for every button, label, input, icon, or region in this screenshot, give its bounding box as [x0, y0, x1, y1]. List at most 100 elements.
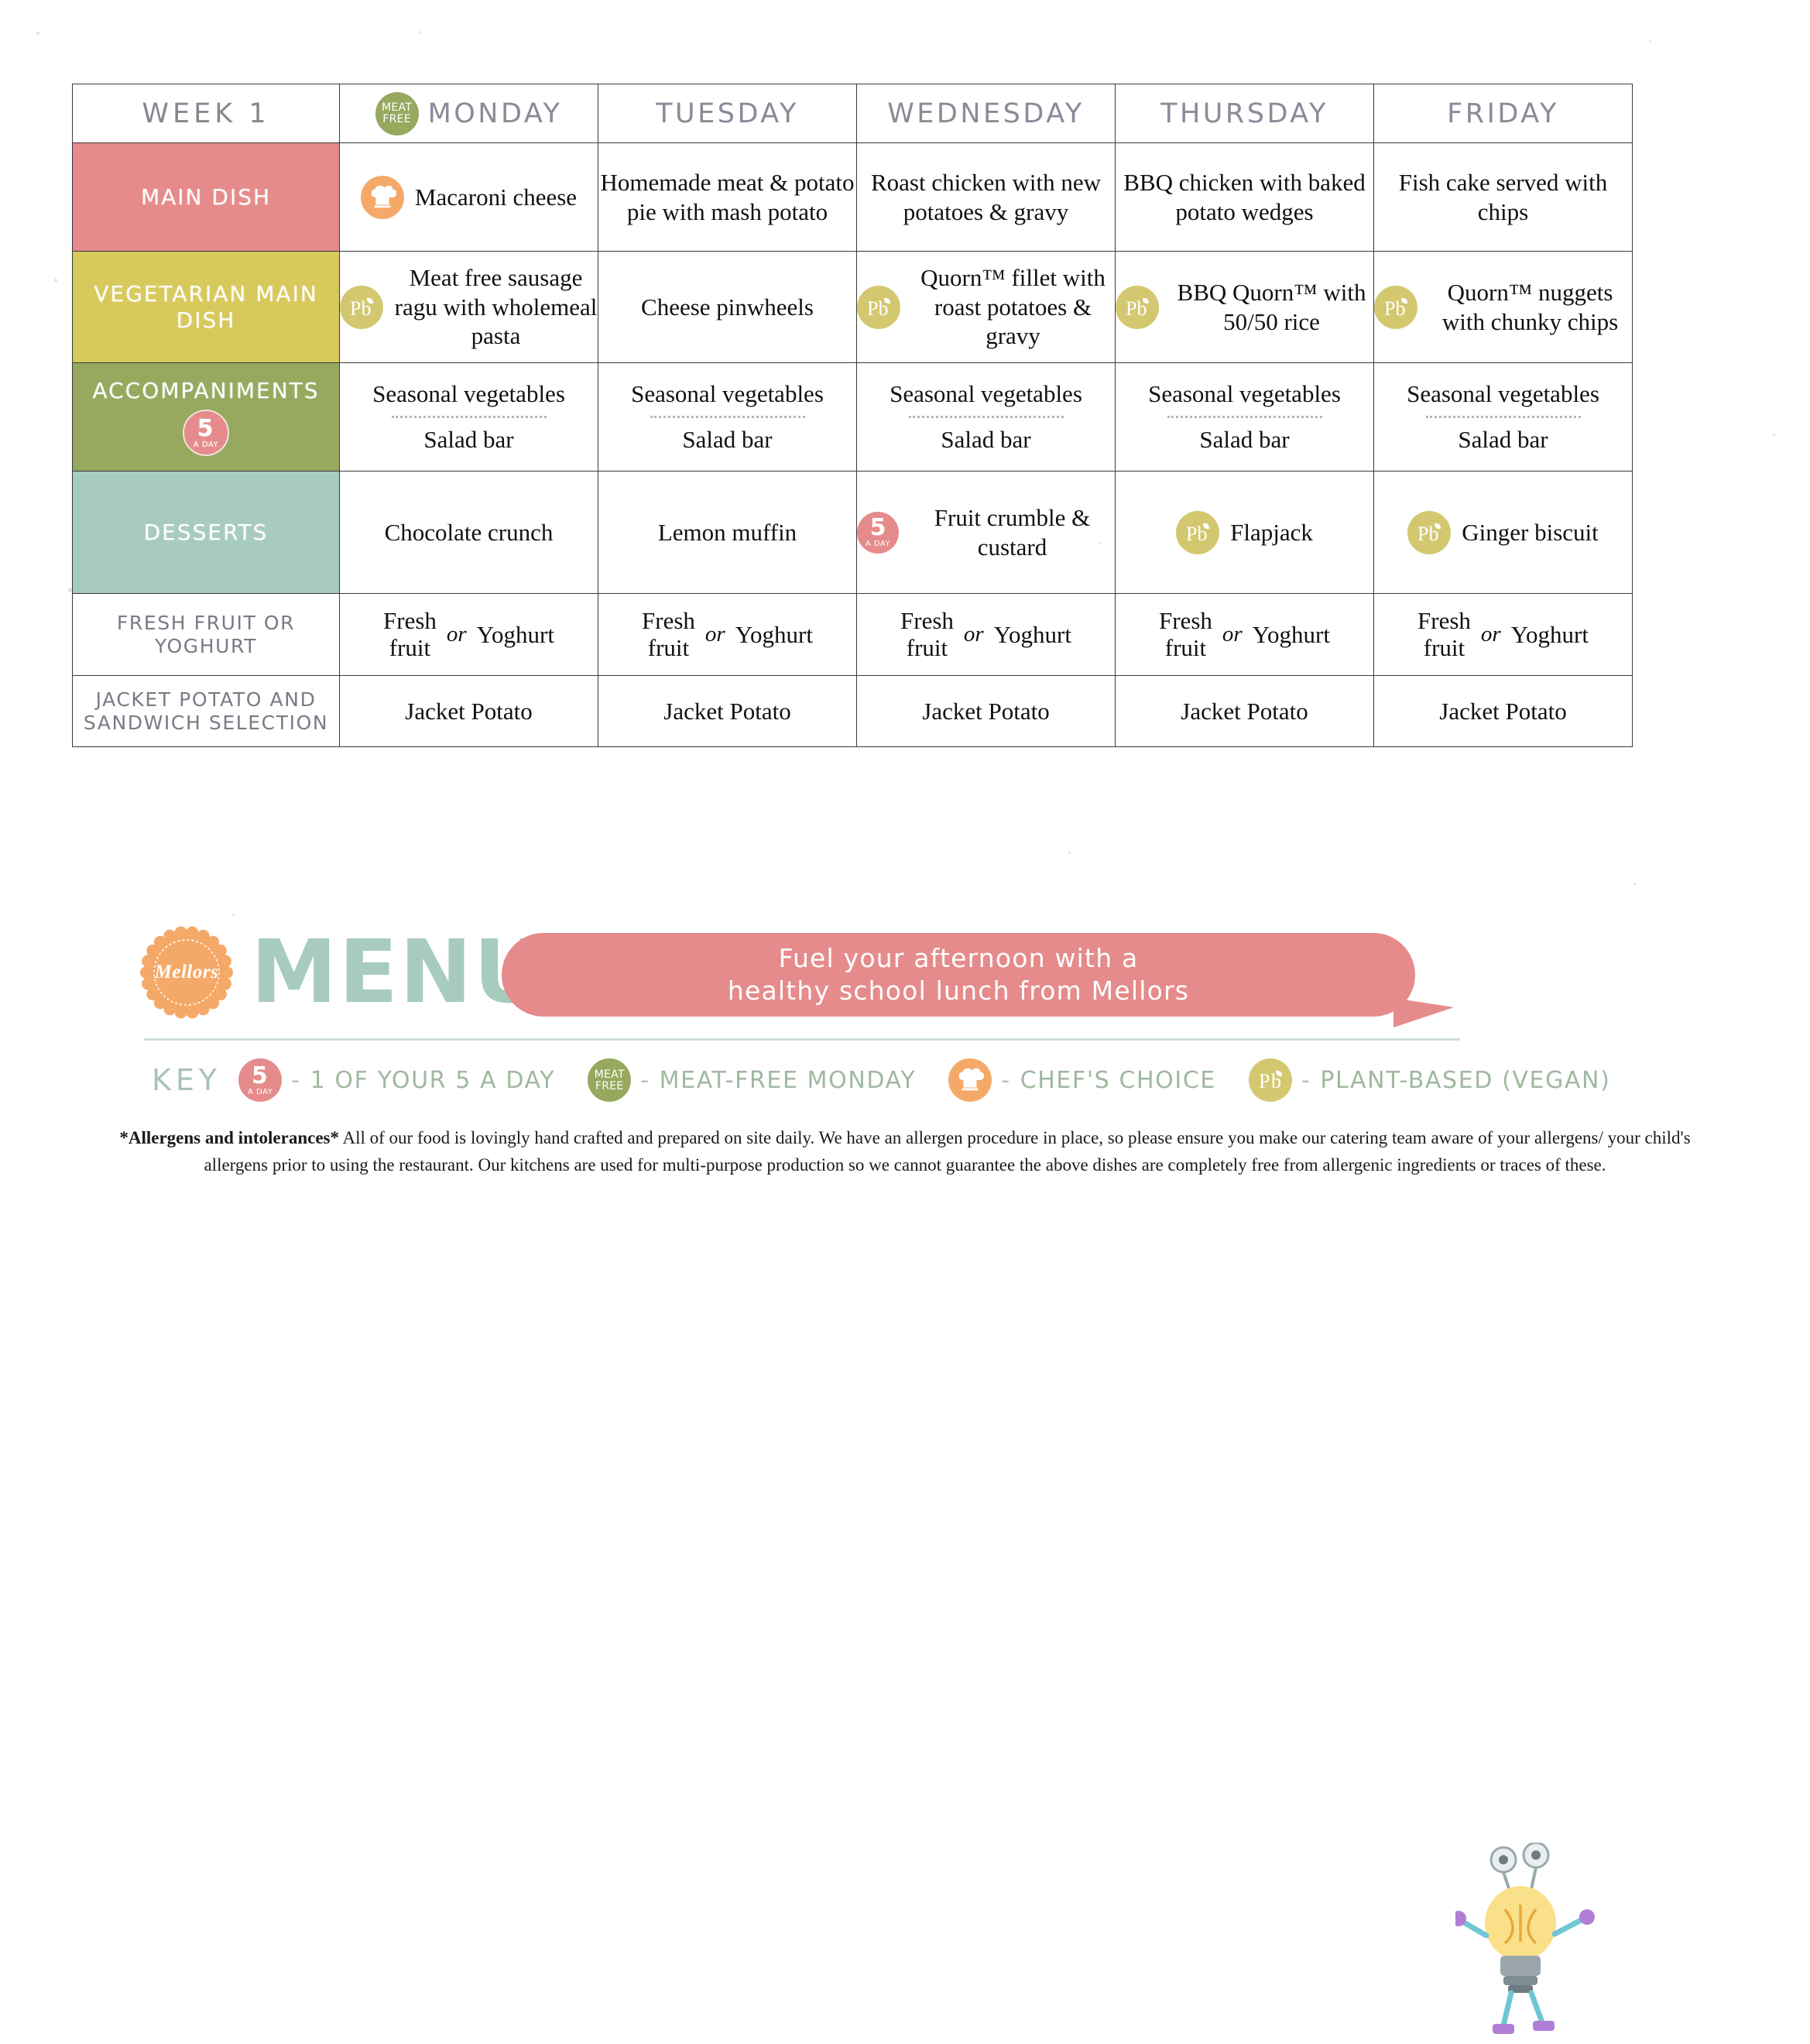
menu-cell: Seasonal vegetables Salad bar [1373, 362, 1633, 472]
scan-speckle [54, 279, 57, 282]
tagline-line-1: Fuel your afternoon with a [778, 942, 1139, 973]
menu-cell: Seasonal vegetables Salad bar [598, 362, 857, 472]
cell-content: Cheese pinwheels [598, 293, 856, 322]
table-row: DESSERTS Chocolate crunch Lemon muffin 5 A D… [72, 471, 1633, 594]
key-item: - CHEF'S CHOICE [948, 1058, 1216, 1102]
dish-text: Lemon muffin [657, 518, 797, 546]
row-label-vegetarian-main-dish: VEGETARIAN MAIN DISH [72, 251, 340, 363]
dotted-divider [391, 416, 547, 418]
meat-free-line-2: FREE [382, 113, 411, 125]
menu-cell: Jacket Potato [598, 675, 857, 747]
robot-mascot-icon [1455, 1843, 1595, 2034]
row-label-text: ACCOMPANIMENTS [92, 377, 320, 403]
row-label-text: MAIN DISH [140, 183, 272, 210]
scan-speckle [36, 32, 39, 35]
dish-text: Quorn™ fillet with roast potatoes & grav… [920, 263, 1106, 350]
menu-cell: Pb Meat free sausage ragu with wholemeal … [339, 251, 598, 363]
cell-content: Jacket Potato [1374, 697, 1632, 726]
menu-cell: Pb Quorn™ nuggets with chunky chips [1373, 251, 1633, 363]
row-label-desserts: DESSERTS [72, 471, 340, 594]
dotted-divider [908, 416, 1064, 418]
table-row: VEGETARIAN MAIN DISH Pb Meat free sausage … [72, 251, 1633, 363]
scalloped-seal-icon [140, 926, 233, 1019]
key-item-label: 1 OF YOUR 5 A DAY [310, 1066, 556, 1094]
cell-content: Jacket Potato [340, 697, 598, 726]
cell-content: Pb Quorn™ fillet with roast potatoes & gr… [857, 263, 1115, 351]
accompaniment-primary: Seasonal vegetables [1407, 380, 1599, 408]
mellors-logo-text: Mellors [154, 962, 219, 983]
key-item: MEAT FREE - MEAT-FREE MONDAY [588, 1058, 916, 1102]
accompaniment-stack: Seasonal vegetables Salad bar [857, 379, 1115, 454]
week-label: WEEK 1 [72, 84, 340, 143]
dotted-divider [1167, 416, 1322, 418]
row-label-jacket-potato-and-sandwich-selection: JACKET POTATO AND SANDWICH SELECTION [72, 675, 340, 747]
yoghurt-text: Yoghurt [735, 620, 813, 648]
menu-cell: BBQ chicken with baked potato wedges [1115, 142, 1374, 252]
scan-speckle [1649, 40, 1651, 43]
fruit-or-yoghurt: Fresh fruit or Yoghurt [340, 607, 598, 661]
plant-based-icon: Pb [1248, 1058, 1292, 1102]
accompaniment-secondary: Salad bar [941, 426, 1031, 453]
key-dash: - [291, 1066, 301, 1094]
dish-text: Macaroni cheese [414, 183, 578, 211]
fruit-or-yoghurt: Fresh fruit or Yoghurt [857, 607, 1115, 661]
dotted-divider [1425, 416, 1581, 418]
five-a-day-sublabel: A DAY [248, 1087, 273, 1096]
dish-text: Chocolate crunch [384, 518, 554, 546]
cell-content: Pb Meat free sausage ragu with wholemeal … [340, 263, 598, 351]
meat-free-line-1: MEAT [381, 101, 413, 114]
accompaniment-stack: Seasonal vegetables Salad bar [598, 379, 856, 454]
row-label-text: JACKET POTATO AND SANDWICH SELECTION [83, 688, 329, 734]
fruit-or-yoghurt: Fresh fruit or Yoghurt [1116, 607, 1373, 661]
cell-content: Homemade meat & potato pie with mash pot… [598, 168, 856, 227]
dish-text: Jacket Potato [922, 697, 1050, 725]
cell-content: BBQ chicken with baked potato wedges [1116, 168, 1373, 227]
mellors-logo: Mellors [139, 925, 234, 1020]
menu-cell: Fresh fruit or Yoghurt [598, 593, 857, 676]
accompaniment-secondary: Salad bar [423, 426, 514, 453]
tagline-text: Fuel your afternoon with a healthy schoo… [728, 942, 1189, 1007]
dish-text: Homemade meat & potato pie with mash pot… [600, 168, 855, 225]
day-header-inner: MEAT FREE MONDAY [340, 91, 598, 135]
key-dash: - [640, 1066, 650, 1094]
fruit-or-yoghurt: Fresh fruit or Yoghurt [598, 607, 856, 661]
accompaniment-primary: Seasonal vegetables [1148, 380, 1341, 408]
plant-based-icon: Pb [1176, 510, 1220, 554]
meat-free-line-1: MEAT [594, 1068, 625, 1081]
row-label-text: VEGETARIAN MAIN DISH [94, 281, 318, 333]
menu-cell: Jacket Potato [1373, 675, 1633, 747]
dish-text: Flapjack [1230, 518, 1313, 546]
scan-speckle [232, 914, 235, 916]
dish-text: Roast chicken with new potatoes & gravy [870, 168, 1101, 225]
accompaniment-stack: Seasonal vegetables Salad bar [1116, 379, 1373, 454]
dish-text: Jacket Potato [663, 697, 791, 725]
menu-cell: Seasonal vegetables Salad bar [339, 362, 598, 472]
day-header-tuesday: TUESDAY [598, 84, 857, 143]
allergen-disclaimer: *Allergens and intolerances* All of our … [0, 1125, 1810, 1178]
cell-content: Macaroni cheese [340, 175, 598, 219]
table-header-row: WEEK 1 MEAT FREE MONDAY TUESDAY WEDNESDAY THUR… [72, 84, 1633, 143]
menu-cell: Seasonal vegetables Salad bar [856, 362, 1116, 472]
menu-cell: Pb Ginger biscuit [1373, 471, 1633, 594]
key-divider [144, 1038, 1460, 1041]
menu-cell: Fresh fruit or Yoghurt [856, 593, 1116, 676]
day-header-label: TUESDAY [656, 98, 799, 129]
cell-content: Chocolate crunch [340, 518, 598, 547]
menu-cell: Fish cake served with chips [1373, 142, 1633, 252]
day-header-wednesday: WEDNESDAY [856, 84, 1116, 143]
or-separator: or [963, 621, 984, 646]
meat-free-icon: MEAT FREE [588, 1058, 632, 1102]
brand-row: Mellors MENU [139, 925, 546, 1020]
menu-cell: Pb Quorn™ fillet with roast potatoes & gr… [856, 251, 1116, 363]
five-a-day-sublabel: A DAY [865, 540, 891, 548]
scan-speckle [1099, 542, 1102, 544]
or-separator: or [704, 621, 725, 646]
allergen-body: All of our food is lovingly hand crafted… [204, 1128, 1691, 1175]
speech-bubble-tail [1393, 998, 1454, 1027]
day-header-label: THURSDAY [1160, 98, 1328, 129]
row-label-text: DESSERTS [143, 519, 269, 545]
yoghurt-text: Yoghurt [1510, 620, 1589, 648]
